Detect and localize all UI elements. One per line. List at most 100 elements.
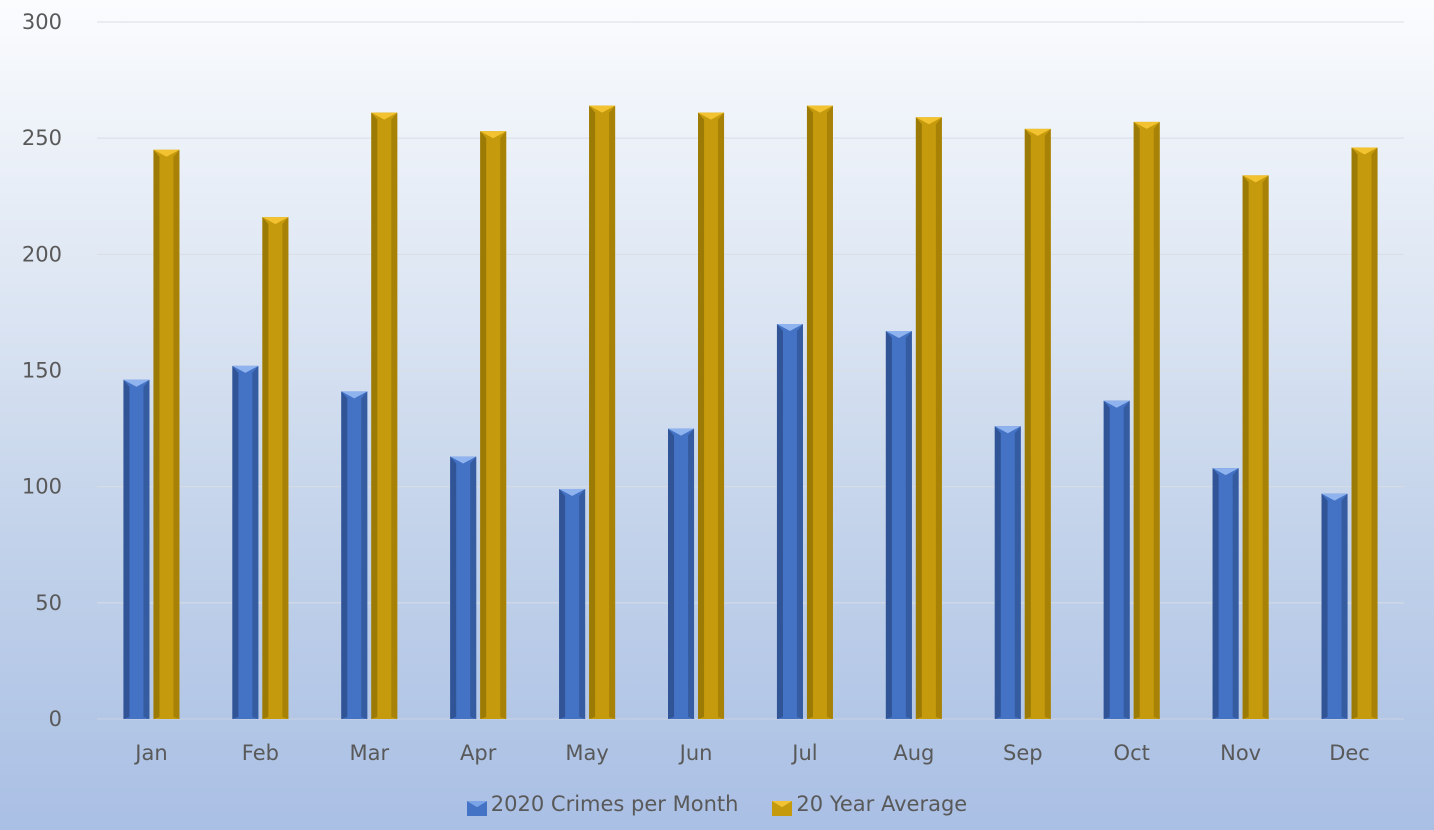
bar-bevel-right	[470, 456, 477, 719]
bar-bevel-left	[480, 131, 487, 720]
bar-bevel-left	[1321, 493, 1328, 719]
bar-2020-oct	[1103, 400, 1130, 719]
bar-bevel-right	[252, 365, 259, 719]
legend-swatch-average	[772, 797, 793, 816]
bar-bevel-left	[915, 117, 922, 720]
bar-bevel-left	[232, 365, 239, 719]
bar-bevel-left	[994, 426, 1001, 719]
bar-chart: 0 50 100 150 200 250 300 Jan Feb Mar Apr May Jun Jul…	[22, 10, 1404, 765]
legend-swatch-2020	[466, 797, 487, 816]
bar-bevel-left	[559, 488, 566, 719]
bar-cap	[1133, 121, 1160, 129]
x-tick-label: May	[565, 741, 608, 765]
bar-bevel-left	[450, 456, 457, 719]
bar-bevel-right	[1371, 147, 1378, 719]
bar-cap	[1024, 128, 1051, 136]
bar-cap	[123, 379, 150, 387]
x-tick-label: Oct	[1114, 741, 1150, 765]
y-tick-label: 300	[22, 10, 62, 34]
bar-2020-may	[559, 488, 586, 719]
bar-bevel-right	[826, 105, 833, 719]
bar-cap	[262, 217, 289, 225]
bar-bevel-right	[579, 488, 586, 719]
bar-cap	[450, 456, 477, 464]
bar-cap	[1212, 468, 1239, 476]
bar-cap	[994, 426, 1021, 434]
bar-average-nov	[1242, 175, 1269, 720]
x-tick-label: Mar	[349, 741, 389, 765]
y-tick-label: 100	[22, 475, 62, 499]
y-tick-label: 50	[35, 591, 62, 615]
x-tick-label: Jul	[790, 741, 817, 765]
bar-bevel-right	[173, 149, 180, 720]
bar-bevel-left	[341, 391, 348, 719]
bar-average-mar	[371, 112, 398, 720]
bar-bevel-right	[688, 428, 695, 719]
bar-2020-apr	[450, 456, 477, 719]
y-tick-label: 250	[22, 126, 62, 150]
bar-bevel-right	[391, 112, 398, 720]
legend-label-2020: 2020 Crimes per Month	[490, 792, 739, 816]
bar-bevel-left	[1103, 400, 1110, 719]
bar-bevel-left	[698, 112, 705, 720]
bar-cap	[341, 391, 368, 399]
bar-cap	[1351, 147, 1378, 155]
x-tick-label: Aug	[893, 741, 934, 765]
bar-2020-mar	[341, 391, 368, 719]
bar-bevel-left	[153, 149, 160, 720]
bar-cap	[232, 365, 259, 373]
bar-bevel-right	[1232, 468, 1239, 719]
legend-item-2020: 2020 Crimes per Month	[466, 792, 739, 816]
bar-bevel-left	[589, 105, 596, 719]
bar-2020-nov	[1212, 468, 1239, 719]
bar-bevel-right	[1123, 400, 1130, 719]
x-tick-label: Dec	[1329, 741, 1370, 765]
bar-average-may	[589, 105, 616, 719]
y-tick-label: 200	[22, 242, 62, 266]
x-tick-label: Apr	[460, 741, 497, 765]
bar-cap	[806, 105, 833, 113]
bar-bevel-left	[371, 112, 378, 720]
bar-2020-aug	[885, 331, 912, 719]
legend-item-average: 20 Year Average	[772, 792, 967, 816]
x-tick-label: Jun	[678, 741, 713, 765]
bar-bevel-left	[1351, 147, 1358, 719]
bar-cap	[371, 112, 398, 120]
bar-average-jul	[806, 105, 833, 719]
legend: 2020 Crimes per Month 20 Year Average	[0, 788, 1434, 820]
bar-bevel-right	[1153, 121, 1160, 720]
bar-cap	[153, 149, 180, 157]
bar-cap	[776, 324, 803, 332]
bar-bevel-right	[796, 324, 803, 719]
bar-cap	[885, 331, 912, 339]
bar-cap	[1321, 493, 1348, 501]
x-tick-label: Nov	[1220, 741, 1261, 765]
bar-bevel-left	[1212, 468, 1219, 719]
legend-label-average: 20 Year Average	[796, 792, 968, 816]
bar-bevel-right	[1014, 426, 1021, 719]
bar-cap	[668, 428, 695, 436]
bar-bevel-right	[935, 117, 942, 720]
bar-cap	[589, 105, 616, 113]
bar-cap	[1242, 175, 1269, 183]
bar-average-sep	[1024, 128, 1051, 719]
bar-bevel-right	[905, 331, 912, 719]
bar-average-jan	[153, 149, 180, 720]
bar-bevel-left	[123, 379, 130, 719]
bar-2020-dec	[1321, 493, 1348, 719]
x-tick-label: Sep	[1003, 741, 1043, 765]
bar-bevel-right	[609, 105, 616, 719]
bar-bevel-left	[1133, 121, 1140, 720]
x-tick-label: Feb	[242, 741, 279, 765]
bar-bevel-right	[500, 131, 507, 720]
gridlines	[97, 21, 1404, 720]
bar-average-apr	[480, 131, 507, 720]
bar-bevel-left	[885, 331, 892, 719]
bar-bevel-left	[668, 428, 675, 719]
y-axis-ticks: 0 50 100 150 200 250 300	[22, 10, 62, 731]
bar-cap	[915, 117, 942, 125]
bar-2020-jan	[123, 379, 150, 719]
bar-bevel-right	[1262, 175, 1269, 720]
bar-2020-jun	[668, 428, 695, 719]
